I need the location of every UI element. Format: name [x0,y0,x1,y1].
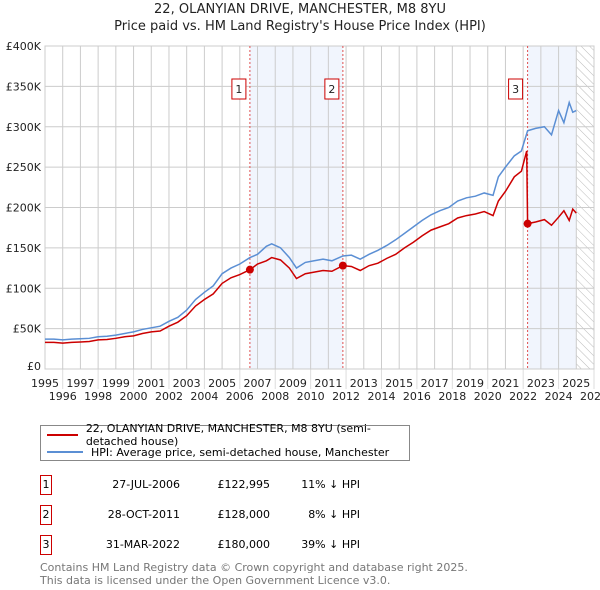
x-tick-label: 2012 [332,390,360,403]
transaction-hpi: 8% ↓ HPI [308,508,360,521]
x-tick-label: 1997 [66,377,94,390]
y-tick-label: £350K [6,80,42,93]
x-tick-label: 2009 [279,377,307,390]
x-tick-label: 2006 [226,390,254,403]
x-tick-label: 2003 [173,377,201,390]
x-tick-label: 1995 [31,377,59,390]
transaction-row: 2 28-OCT-2011 £128,000 8% ↓ HPI [40,505,440,525]
sale-label: 3 [512,83,519,96]
transaction-row: 1 27-JUL-2006 £122,995 11% ↓ HPI [40,475,440,495]
footer-copyright: Contains HM Land Registry data © Crown c… [40,561,468,574]
price-chart: 1995199619971998199920002001200220032004… [6,40,600,403]
y-tick-label: £100K [6,282,42,295]
x-tick-label: 2004 [190,390,218,403]
y-tick-label: £0 [27,360,41,373]
x-tick-label: 2024 [545,390,573,403]
x-tick-label: 2023 [527,377,555,390]
plot-border [44,45,595,370]
y-tick-label: £50K [13,323,42,336]
sale-point [245,265,254,274]
y-tick-label: £250K [6,161,42,174]
x-tick-label: 2016 [403,390,431,403]
sale-label-box [324,78,340,100]
sale-label-box [508,78,524,100]
x-tick-label: 2025 [562,377,590,390]
legend-label-hpi: HPI: Average price, semi-detached house,… [91,445,390,459]
x-tick-label: 2022 [509,390,537,403]
transaction-date: 27-JUL-2006 [112,478,180,491]
x-tick-label: 2007 [244,377,272,390]
transaction-date: 31-MAR-2022 [105,538,180,551]
sale-point [338,261,347,270]
x-tick-label: 2008 [261,390,289,403]
legend: 22, OLANYIAN DRIVE, MANCHESTER, M8 8YU (… [40,422,410,461]
legend-label-property: 22, OLANYIAN DRIVE, MANCHESTER, M8 8YU (… [85,422,371,448]
x-tick-label: 2017 [421,377,449,390]
sale-label-box [231,78,247,100]
legend-item-property: 22, OLANYIAN DRIVE, MANCHESTER, M8 8YU (… [47,422,409,448]
x-tick-label: 2010 [297,390,325,403]
x-tick-label: 2026 [580,390,600,403]
x-tick-label: 2019 [456,377,484,390]
transaction-date: 28-OCT-2011 [107,508,180,521]
transaction-number: 2 [40,505,52,525]
footer-licence: This data is licensed under the Open Gov… [40,574,391,587]
x-tick-label: 2011 [314,377,342,390]
y-tick-label: £400K [6,40,42,53]
x-tick-label: 2020 [474,390,502,403]
y-tick-label: £200K [6,202,42,215]
transaction-number: 1 [40,475,52,495]
x-tick-label: 2013 [350,377,378,390]
y-tick-label: £300K [6,121,42,134]
transaction-price: £122,995 [217,478,271,491]
sale-label: 2 [328,83,335,96]
hpi-line [45,100,577,341]
x-tick-label: 2021 [491,377,519,390]
y-tick-label: £150K [6,242,42,255]
x-tick-label: 2005 [208,377,236,390]
chart-title: 22, OLANYIAN DRIVE, MANCHESTER, M8 8YU [154,2,446,17]
sale-label: 1 [235,83,242,96]
transaction-row: 3 31-MAR-2022 £180,000 39% ↓ HPI [40,535,440,555]
transaction-hpi: 11% ↓ HPI [301,478,360,491]
sale-point [523,219,532,228]
x-tick-label: 1998 [84,390,112,403]
transaction-price: £128,000 [217,508,271,521]
footer: Contains HM Land Registry data © Crown c… [40,561,468,587]
x-tick-label: 2001 [137,377,165,390]
x-tick-label: 2002 [155,390,183,403]
x-tick-label: 2014 [367,390,395,403]
x-tick-label: 2000 [120,390,148,403]
property-price-line [45,150,577,344]
transaction-price: £180,000 [217,538,271,551]
legend-item-hpi: HPI: Average price, semi-detached house,… [47,444,389,460]
chart-subtitle: Price paid vs. HM Land Registry's House … [114,19,486,34]
transaction-hpi: 39% ↓ HPI [301,538,360,551]
x-tick-label: 1996 [49,390,77,403]
x-tick-label: 2018 [438,390,466,403]
x-tick-label: 1999 [102,377,130,390]
transaction-number: 3 [40,535,52,555]
x-tick-label: 2015 [385,377,413,390]
